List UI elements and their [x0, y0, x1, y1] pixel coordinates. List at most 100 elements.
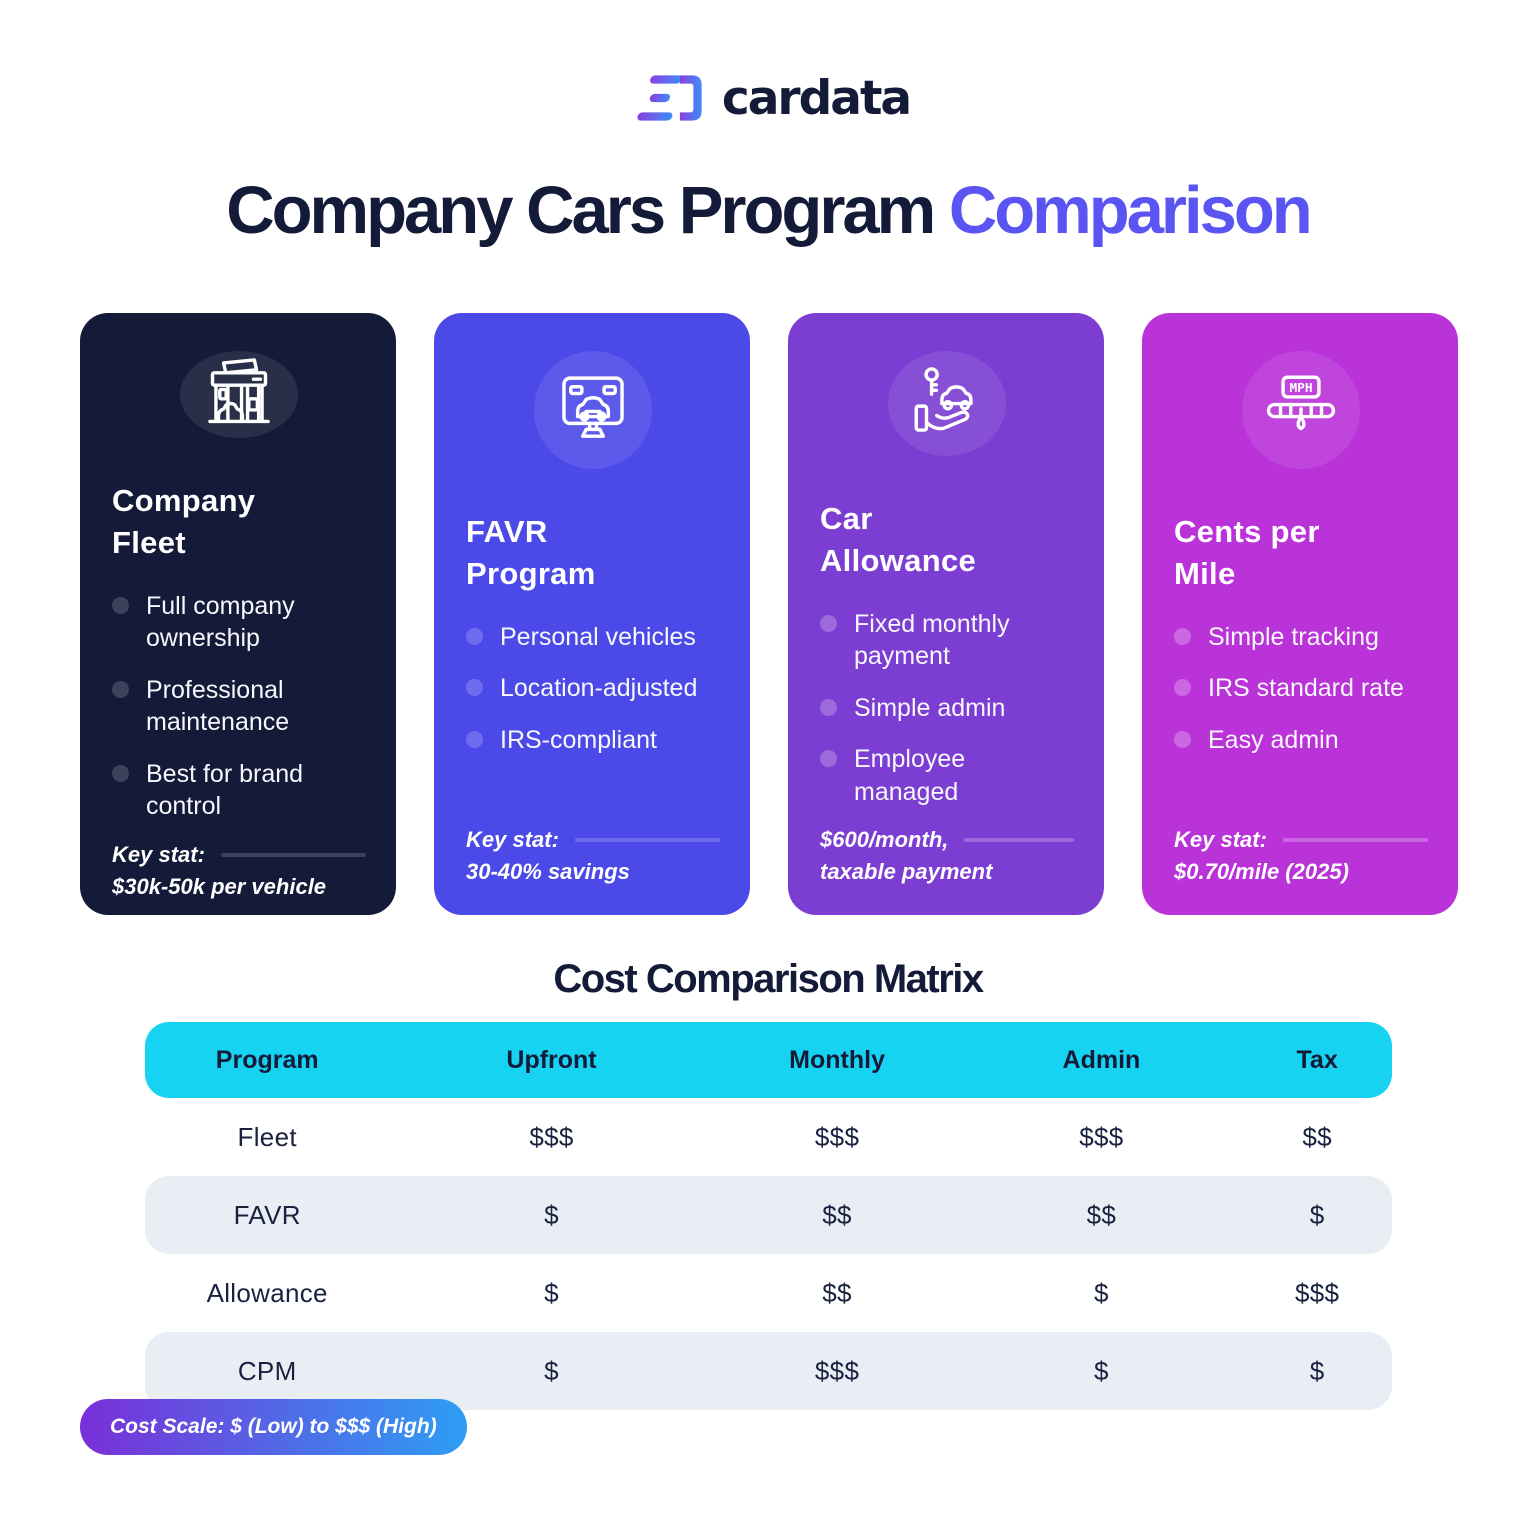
page-title: Company Cars Program Comparison [0, 172, 1536, 249]
bullet-dot-icon [466, 679, 483, 697]
key-stat-value: 30-40% savings [466, 859, 630, 884]
cost-cell: $$ [1086, 1199, 1117, 1230]
card-title: Car Allowance [820, 500, 977, 578]
column-header-monthly: Monthly [789, 1045, 885, 1074]
cost-cell: $$$ [1079, 1121, 1124, 1152]
card-bullet-list: Full company ownership Professional main… [112, 590, 366, 842]
card-bullet: IRS standard rate [1174, 672, 1428, 705]
bullet-dot-icon [112, 764, 129, 782]
row-label: Fleet [237, 1121, 297, 1152]
cost-cell: $$$ [1295, 1277, 1340, 1308]
bullet-text: Fixed monthly payment [854, 609, 1010, 671]
column-header-upfront: Upfront [506, 1045, 597, 1074]
cost-cell: $ [1094, 1355, 1109, 1386]
key-stat-value: $30k-50k per vehicle [112, 873, 327, 899]
card-favr-program: FAVR Program Personal vehicles Location-… [434, 313, 750, 915]
card-title: Cents per Mile [1174, 514, 1320, 591]
card-car-allowance: Car Allowance Fixed monthly payment Simp… [788, 313, 1104, 915]
svg-text:MPH: MPH [1289, 381, 1312, 396]
program-cards: Company Fleet Full company ownership Pro… [80, 313, 1458, 915]
mph-gauge-icon: MPH [1260, 367, 1342, 454]
cost-cell: $$$ [529, 1121, 574, 1152]
card-bullet: Employee managed [820, 743, 1074, 808]
key-stat-label: Key stat: [1174, 827, 1267, 852]
card-bullet-list: Personal vehicles Location-adjusted IRS-… [466, 621, 720, 776]
cost-comparison-table: Program Upfront Monthly Admin Tax Fleet … [145, 1022, 1392, 1410]
cost-cell: $ [544, 1199, 559, 1230]
hand-car-key-icon [906, 360, 988, 447]
key-stat-label: Key stat: [112, 841, 205, 867]
key-stat-label: $600/month, [820, 827, 949, 852]
bullet-text: Simple tracking [1208, 622, 1379, 651]
bullet-dot-icon [1174, 730, 1191, 748]
card-icon-circle: MPH [1242, 351, 1360, 469]
key-stat-value: taxable payment [820, 859, 993, 884]
table-row-favr: FAVR $ $$ $$ $ [145, 1176, 1392, 1254]
row-label: Allowance [206, 1277, 328, 1308]
card-bullet: Easy admin [1174, 724, 1428, 757]
key-stat-label: Key stat: [466, 827, 559, 852]
bullet-dot-icon [112, 680, 129, 698]
bullet-dot-icon [820, 698, 837, 716]
bullet-text: Best for brand control [146, 759, 304, 821]
stat-divider [1282, 838, 1428, 842]
card-company-fleet: Company Fleet Full company ownership Pro… [80, 313, 396, 915]
card-bullet: Full company ownership [112, 590, 366, 655]
car-on-monitor-icon [552, 367, 634, 454]
card-bullet: Simple tracking [1174, 621, 1428, 654]
logo-wordmark: cardata [721, 70, 912, 126]
bullet-dot-icon [1174, 679, 1191, 697]
cost-cell: $$ [1302, 1121, 1332, 1152]
table-row-fleet: Fleet $$$ $$$ $$$ $$ [145, 1098, 1392, 1176]
card-bullet: Best for brand control [112, 758, 366, 823]
card-bullet: IRS-compliant [466, 724, 720, 757]
card-icon-circle [888, 351, 1006, 456]
bullet-text: Location-adjusted [500, 674, 698, 703]
table-row-allowance: Allowance $ $$ $ $$$ [145, 1254, 1392, 1332]
bullet-text: Personal vehicles [500, 622, 696, 651]
key-stat: Key stat: 30-40% savings [466, 827, 720, 885]
card-bullet: Simple admin [820, 692, 1074, 725]
cost-cell: $$$ [814, 1355, 860, 1386]
car-dealership-icon [198, 351, 280, 438]
cardata-logo: cardata [0, 70, 1536, 126]
bullet-dot-icon [820, 614, 837, 632]
bullet-text: Easy admin [1208, 725, 1339, 754]
stat-divider [574, 838, 720, 842]
cardata-speed-c-icon [626, 70, 706, 126]
bullet-text: Full company ownership [146, 591, 295, 653]
stat-divider [220, 852, 366, 857]
card-icon-circle [180, 351, 298, 438]
page-title-accent: Comparison [948, 173, 1313, 248]
card-title: Company Fleet [112, 483, 256, 560]
bullet-dot-icon [112, 596, 129, 614]
cost-cell: $$ [822, 1199, 852, 1230]
cost-cell: $ [1094, 1277, 1109, 1308]
bullet-dot-icon [820, 750, 837, 767]
key-stat: Key stat: $30k-50k per vehicle [112, 842, 366, 900]
row-label: FAVR [233, 1199, 301, 1230]
card-title: FAVR Program [466, 514, 596, 591]
bullet-text: IRS-compliant [500, 725, 657, 754]
card-bullet: Fixed monthly payment [820, 608, 1074, 673]
card-cents-per-mile: MPH Cents per Mile Simple tracking IRS s… [1142, 313, 1458, 915]
cost-cell: $$ [822, 1277, 852, 1308]
cost-cell: $ [544, 1277, 559, 1308]
card-bullet-list: Simple tracking IRS standard rate Easy a… [1174, 621, 1428, 776]
card-bullet-list: Fixed monthly payment Simple admin Emplo… [820, 608, 1074, 828]
matrix-title: Cost Comparison Matrix [553, 957, 984, 1001]
page-title-primary: Company Cars Program [226, 173, 949, 248]
cost-scale-badge: Cost Scale: $ (Low) to $$$ (High) [80, 1399, 467, 1455]
key-stat: Key stat: $0.70/mile (2025) [1174, 827, 1428, 885]
bullet-text: IRS standard rate [1208, 674, 1404, 703]
bullet-text: Employee managed [854, 745, 966, 806]
card-bullet: Location-adjusted [466, 672, 720, 705]
cost-cell: $$$ [814, 1121, 860, 1152]
column-header-tax: Tax [1296, 1045, 1338, 1074]
column-header-program: Program [215, 1045, 319, 1074]
column-header-admin: Admin [1062, 1045, 1141, 1074]
cost-cell: $ [544, 1355, 559, 1386]
bullet-dot-icon [466, 627, 483, 645]
table-row-cpm: CPM $ $$$ $ $ [145, 1332, 1392, 1410]
